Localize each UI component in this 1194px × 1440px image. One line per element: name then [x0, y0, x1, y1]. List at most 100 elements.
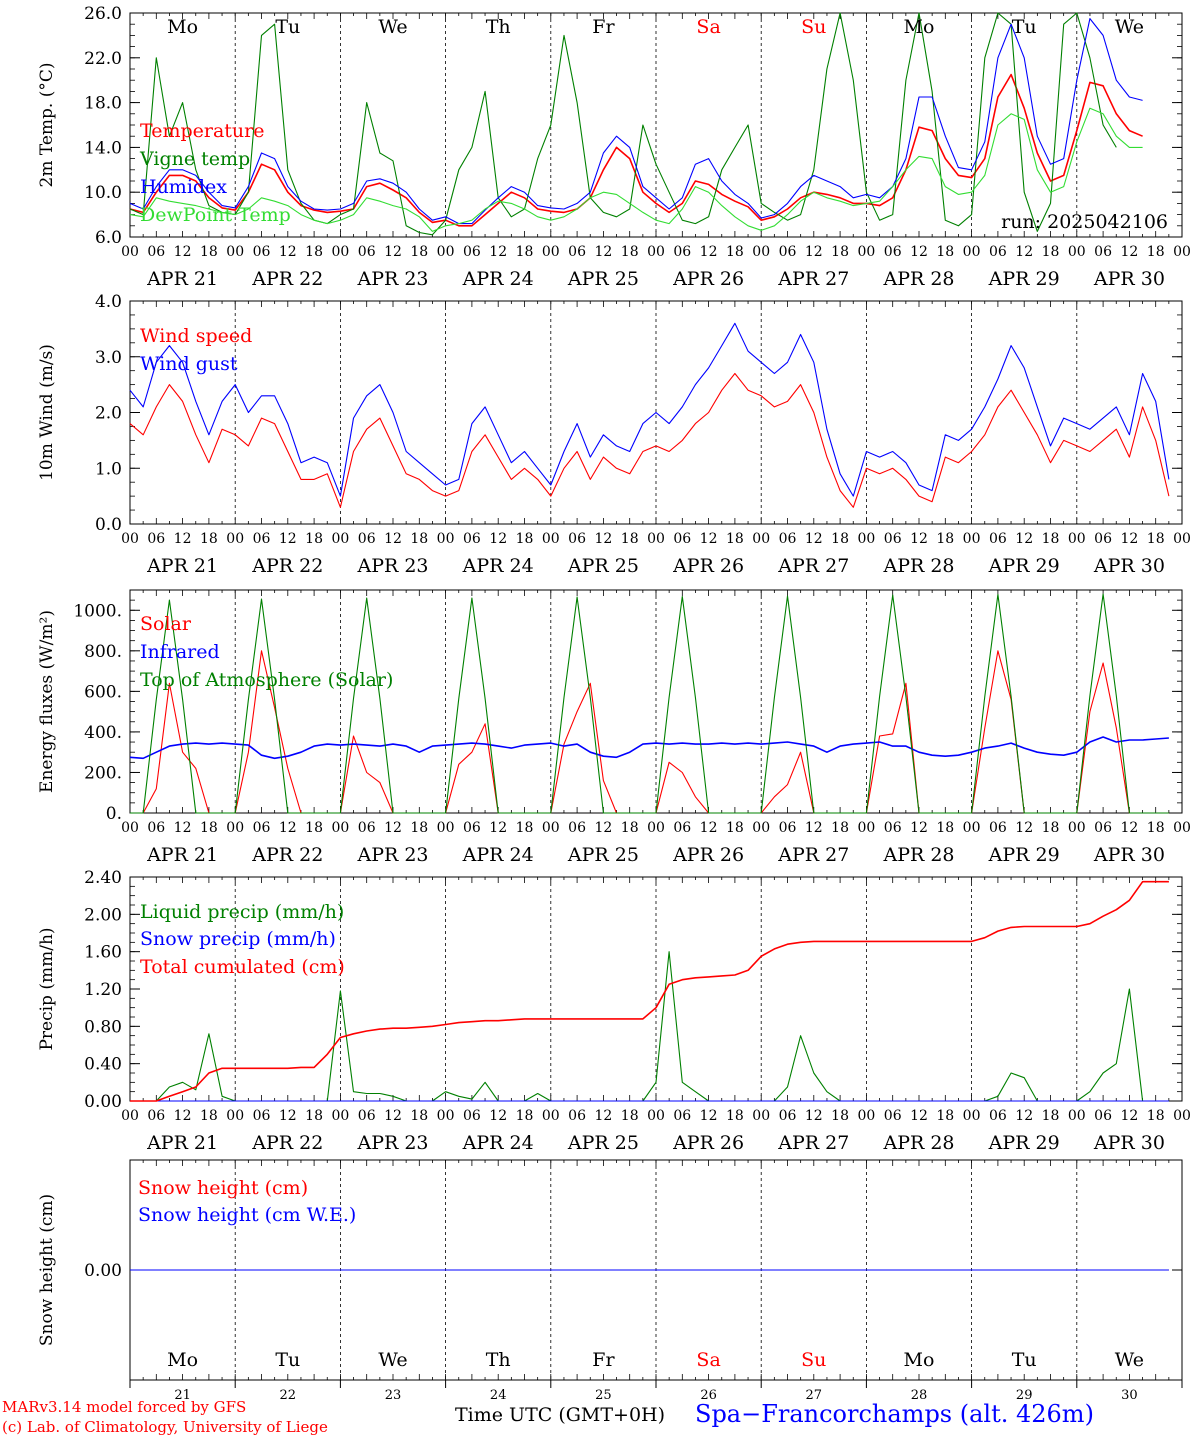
x-hour-label: 18	[305, 531, 323, 547]
panel-4	[129, 876, 1183, 1102]
x-date-label: APR 30	[1093, 844, 1165, 866]
x-date-label: APR 28	[882, 1132, 954, 1154]
x-date-label: APR 25	[567, 268, 639, 290]
x-hour-label: 12	[1015, 531, 1033, 547]
x-hour-label: 12	[805, 820, 823, 836]
x-hour-label: 00	[963, 244, 981, 260]
series-line-humidex	[129, 18, 1143, 225]
x-date-label: APR 25	[567, 1132, 639, 1154]
x-date-label: APR 23	[356, 268, 428, 290]
x-hour-label: 12	[1015, 1108, 1033, 1124]
x-hour-label: 00	[752, 820, 770, 836]
y-tick-label: 4.0	[95, 292, 122, 312]
x-hour-label: 18	[831, 244, 849, 260]
x-hour-label: 06	[884, 244, 902, 260]
x-hour-label: 00	[542, 1108, 560, 1124]
x-date-label: APR 22	[251, 1132, 323, 1154]
y-tick-label: 0.00	[84, 1261, 122, 1281]
x-hour-label: 00	[226, 531, 244, 547]
x-date-label: APR 21	[146, 268, 218, 290]
x-hour-label: 12	[279, 820, 297, 836]
legend-entry: Top of Atmosphere (Solar)	[140, 669, 393, 691]
x-hour-label: 00	[647, 531, 665, 547]
x-hour-label: 00	[647, 244, 665, 260]
x-date-label: APR 26	[672, 555, 744, 577]
x-hour-label: 18	[726, 244, 744, 260]
x-hour-label: 00	[226, 820, 244, 836]
x-hour-label: 12	[1120, 1108, 1138, 1124]
x-date-label: APR 29	[988, 844, 1060, 866]
x-date-label: APR 30	[1093, 268, 1165, 290]
legend-entry: Liquid precip (mm/h)	[140, 901, 344, 923]
x-date-label: APR 24	[462, 555, 534, 577]
x-date-label: APR 22	[251, 555, 323, 577]
x-hour-label: 18	[1042, 1108, 1060, 1124]
y-tick-label: 200.	[84, 763, 122, 783]
x-date-label: APR 30	[1093, 1132, 1165, 1154]
legend-entry: Snow height (cm W.E.)	[138, 1204, 356, 1226]
y-tick-label: 1.20	[84, 980, 122, 1000]
x-hour-label: 06	[253, 1108, 271, 1124]
y-tick-label: 18.0	[84, 94, 122, 114]
x-hour-label: 00	[752, 244, 770, 260]
x-date-label: APR 21	[146, 555, 218, 577]
legend-entry: Wind gust	[140, 353, 238, 375]
x-hour-label: 00	[437, 1108, 455, 1124]
x-hour-label: 06	[884, 1108, 902, 1124]
day-number-label: 24	[490, 1388, 507, 1403]
x-hour-label: 12	[489, 531, 507, 547]
x-hour-label: 18	[200, 820, 218, 836]
x-hour-label: 12	[1015, 820, 1033, 836]
day-label: We	[1115, 16, 1144, 38]
panel-1	[129, 12, 1183, 238]
x-hour-label: 18	[621, 1108, 639, 1124]
day-label: Tu	[275, 16, 300, 38]
x-hour-label: 18	[516, 1108, 534, 1124]
y-tick-label: 0.40	[84, 1055, 122, 1075]
x-date-label: APR 27	[777, 844, 849, 866]
x-hour-label: 12	[910, 1108, 928, 1124]
day-label: Fr	[592, 1349, 615, 1371]
x-date-label: APR 24	[462, 1132, 534, 1154]
x-hour-label: 06	[358, 1108, 376, 1124]
x-hour-label: 00	[1173, 531, 1191, 547]
x-hour-label: 12	[384, 820, 402, 836]
y-axis-label: Snow height (cm)	[37, 1194, 57, 1346]
day-label: We	[1115, 1349, 1144, 1371]
x-hour-label: 12	[279, 244, 297, 260]
x-hour-label: 18	[936, 820, 954, 836]
x-hour-label: 18	[1042, 531, 1060, 547]
x-hour-label: 18	[410, 531, 428, 547]
legend-entry: Snow precip (mm/h)	[140, 928, 336, 950]
series-line-wind-speed	[129, 372, 1170, 508]
x-hour-label: 06	[989, 820, 1007, 836]
x-hour-label: 18	[936, 531, 954, 547]
day-label: Th	[486, 16, 511, 38]
x-date-label: APR 28	[882, 555, 954, 577]
x-hour-label: 00	[121, 244, 139, 260]
x-hour-label: 12	[174, 820, 192, 836]
x-hour-label: 18	[621, 820, 639, 836]
x-hour-label: 12	[700, 1108, 718, 1124]
day-label: Mo	[167, 16, 198, 38]
y-tick-label: 3.0	[95, 348, 122, 368]
x-hour-label: 18	[1042, 244, 1060, 260]
y-axis-label: 10m Wind (m/s)	[37, 344, 57, 481]
x-hour-label: 06	[673, 531, 691, 547]
x-hour-label: 00	[647, 820, 665, 836]
x-hour-label: 18	[410, 820, 428, 836]
series-line-vigne-temp	[129, 12, 1117, 236]
x-hour-label: 00	[331, 820, 349, 836]
x-hour-label: 06	[253, 244, 271, 260]
day-label: Mo	[167, 1349, 198, 1371]
x-date-label: APR 28	[882, 268, 954, 290]
x-hour-label: 00	[226, 1108, 244, 1124]
x-hour-label: 06	[1094, 244, 1112, 260]
panel-2	[129, 300, 1183, 525]
x-hour-label: 18	[831, 820, 849, 836]
x-hour-label: 12	[489, 1108, 507, 1124]
x-hour-label: 06	[673, 820, 691, 836]
day-number-label: 28	[911, 1388, 928, 1403]
x-hour-label: 12	[805, 1108, 823, 1124]
x-hour-label: 00	[1068, 820, 1086, 836]
